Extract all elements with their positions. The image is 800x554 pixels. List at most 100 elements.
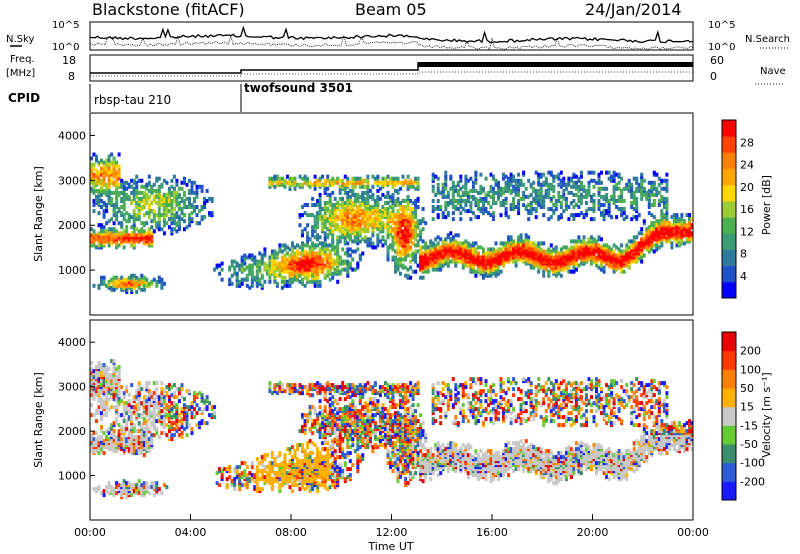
heatmap-cell: [401, 209, 405, 214]
heatmap-cell: [326, 209, 330, 214]
heatmap-cell: [416, 239, 420, 244]
heatmap-cell: [100, 425, 103, 430]
heatmap-cell: [175, 215, 179, 220]
heatmap-cell: [135, 449, 139, 454]
heatmap-cell: [95, 383, 98, 388]
heatmap-cell: [414, 243, 418, 248]
heatmap-cell: [559, 259, 563, 264]
heatmap-cell: [95, 375, 98, 380]
heatmap-cell: [406, 194, 410, 199]
heatmap-cell: [657, 182, 661, 187]
heatmap-cell: [368, 237, 372, 242]
heatmap-cell: [665, 219, 669, 224]
heatmap-cell: [331, 275, 335, 280]
heatmap-cell: [572, 265, 576, 270]
heatmap-cell: [162, 209, 166, 214]
heatmap-cell: [421, 269, 425, 274]
heatmap-cell: [132, 217, 136, 222]
heatmap-cell: [150, 201, 154, 205]
heatmap-cell: [456, 259, 460, 264]
heatmap-cell: [451, 188, 455, 193]
heatmap-cell: [328, 199, 332, 203]
heatmap-cell: [514, 241, 518, 246]
heatmap-cell: [378, 196, 382, 201]
heatmap-cell: [348, 253, 352, 258]
heatmap-cell: [351, 176, 355, 181]
heatmap-cell: [115, 201, 119, 205]
heatmap-cell: [487, 247, 490, 252]
heatmap-cell: [298, 269, 302, 274]
heatmap-cell: [474, 269, 478, 274]
heatmap-cell: [456, 180, 460, 185]
heatmap-cell: [117, 231, 121, 236]
heatmap-cell: [172, 213, 176, 218]
heatmap-cell: [105, 485, 109, 490]
heatmap-cell: [378, 229, 382, 234]
heatmap-cell: [175, 387, 179, 392]
heatmap-cell: [270, 249, 274, 254]
heatmap-cell: [574, 249, 578, 254]
heatmap-cell: [487, 211, 490, 216]
heatmap-cell: [660, 194, 664, 199]
heatmap-cell: [469, 259, 473, 264]
heatmap-cell: [419, 229, 423, 234]
heatmap-cell: [504, 241, 508, 246]
heatmap-cell: [637, 182, 641, 187]
heatmap-cell: [632, 239, 636, 244]
heatmap-cell: [195, 213, 199, 218]
heatmap-cell: [145, 381, 149, 386]
heatmap-cell: [449, 231, 453, 236]
heatmap-cell: [391, 178, 395, 183]
heatmap-cell: [115, 379, 119, 384]
heatmap-cell: [356, 231, 360, 236]
heatmap-cell: [499, 213, 503, 218]
heatmap-cell: [416, 176, 420, 181]
heatmap-cell: [283, 269, 287, 274]
heatmap-cell: [471, 211, 475, 216]
heatmap-cell: [554, 269, 558, 274]
heatmap-cell: [323, 241, 327, 246]
heatmap-cell: [115, 164, 119, 169]
heatmap-cell: [228, 265, 232, 270]
heatmap-cell: [132, 281, 136, 286]
heatmap-cell: [175, 182, 179, 187]
heatmap-cell: [539, 182, 543, 187]
heatmap-cell: [627, 188, 631, 193]
heatmap-cell: [112, 385, 116, 390]
heatmap-cell: [378, 180, 382, 185]
heatmap-cell: [130, 279, 134, 284]
heatmap-cell: [381, 221, 385, 226]
heatmap-cell: [612, 194, 616, 199]
heatmap-cell: [605, 170, 609, 175]
heatmap-cell: [145, 199, 149, 203]
heatmap-cell: [459, 249, 463, 254]
heatmap-cell: [112, 213, 116, 218]
heatmap-cell: [461, 199, 465, 203]
heatmap-cell: [635, 259, 639, 264]
heatmap-cell: [627, 239, 631, 244]
heatmap-cell: [602, 265, 606, 270]
heatmap-cell: [363, 211, 367, 216]
heatmap-cell: [632, 249, 636, 254]
heatmap-cell: [160, 279, 164, 284]
heatmap-cell: [160, 213, 164, 218]
heatmap-cell: [642, 188, 646, 193]
heatmap-cell: [574, 180, 578, 185]
heatmap-cell: [650, 247, 654, 252]
heatmap-cell: [137, 485, 141, 490]
heatmap-cell: [451, 205, 455, 209]
heatmap-cell: [635, 249, 639, 254]
heatmap-cell: [97, 409, 101, 414]
heatmap-cell: [120, 425, 124, 430]
heatmap-cell: [92, 229, 96, 234]
heatmap-cell: [90, 239, 93, 244]
heatmap-cell: [509, 239, 513, 244]
heatmap-cell: [140, 413, 144, 418]
heatmap-cell: [640, 231, 644, 236]
heatmap-cell: [155, 279, 159, 284]
heatmap-cell: [95, 437, 98, 442]
heatmap-cell: [492, 196, 495, 201]
heatmap-cell: [416, 219, 420, 224]
heatmap-cell: [188, 178, 191, 183]
heatmap-cell: [301, 277, 304, 282]
